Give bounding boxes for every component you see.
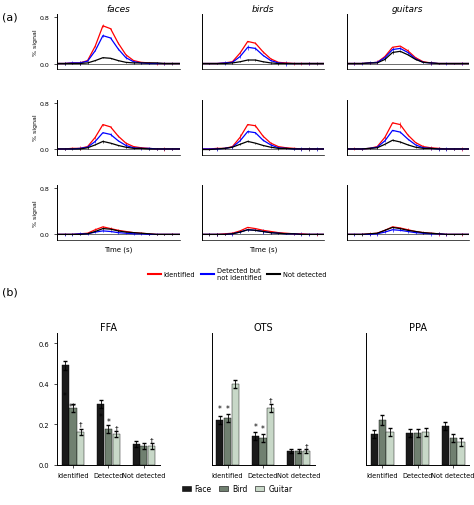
Bar (113, 434, 120, 465)
Bar (303, 451, 310, 465)
Text: *: * (99, 412, 102, 421)
Text: †: † (150, 436, 154, 442)
Bar (224, 418, 231, 465)
Bar (105, 429, 112, 465)
Title: FFA: FFA (100, 323, 117, 333)
Bar (442, 426, 449, 465)
Title: guitars: guitars (392, 6, 424, 14)
Text: †: † (269, 397, 273, 403)
Bar (386, 432, 393, 465)
X-axis label: Time (s): Time (s) (249, 246, 277, 252)
Title: PPA: PPA (409, 323, 427, 333)
Bar (216, 420, 223, 465)
Bar (77, 432, 84, 465)
X-axis label: Time (s): Time (s) (104, 246, 132, 252)
Bar (422, 432, 429, 465)
Bar (379, 420, 386, 465)
Text: *: * (253, 422, 257, 431)
Bar (414, 433, 421, 465)
Text: *: * (226, 404, 229, 413)
Bar (450, 438, 457, 465)
Text: †: † (114, 424, 118, 430)
Legend: Identified, Detected but
not identified, Not detected: Identified, Detected but not identified,… (145, 265, 329, 283)
Y-axis label: % signal: % signal (33, 29, 38, 56)
Bar (457, 442, 465, 465)
Text: *: * (63, 391, 67, 400)
Y-axis label: % signal: % signal (33, 115, 38, 141)
Text: (b): (b) (2, 287, 18, 297)
Bar (148, 446, 155, 465)
Bar (252, 436, 259, 465)
Y-axis label: % signal: % signal (33, 200, 38, 227)
Bar (267, 408, 274, 465)
Bar (62, 366, 69, 465)
Text: **: ** (69, 402, 77, 411)
Text: †: † (79, 420, 82, 426)
Text: *: * (261, 424, 265, 433)
Bar (133, 444, 140, 465)
Title: OTS: OTS (253, 323, 273, 333)
Text: *: * (218, 404, 222, 413)
Bar (69, 408, 76, 465)
Bar (97, 404, 104, 465)
Text: *: * (107, 417, 110, 426)
Text: †: † (304, 442, 308, 448)
Title: faces: faces (106, 6, 130, 14)
Bar (295, 451, 302, 465)
Legend: Face, Bird, Guitar: Face, Bird, Guitar (179, 481, 295, 496)
Bar (371, 434, 378, 465)
Bar (287, 451, 294, 465)
Title: birds: birds (252, 6, 274, 14)
Bar (140, 446, 147, 465)
Bar (406, 433, 413, 465)
Bar (259, 438, 267, 465)
Bar (232, 384, 239, 465)
Text: (a): (a) (2, 13, 18, 23)
